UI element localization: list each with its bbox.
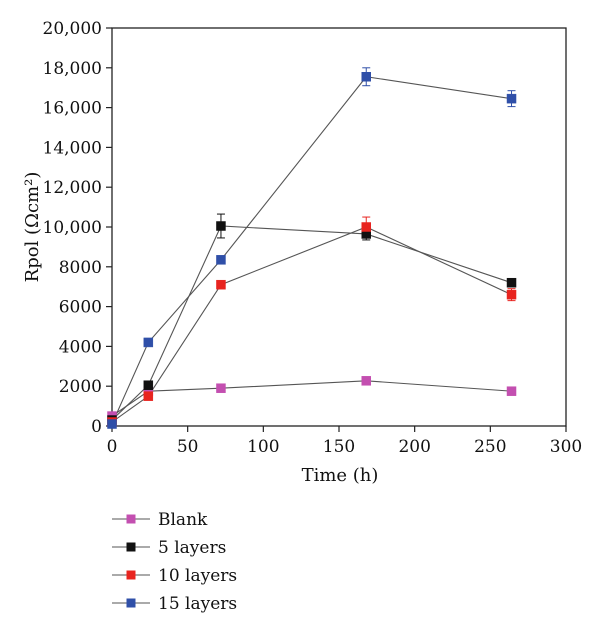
y-tick-label: 6000 <box>59 298 102 318</box>
x-axis-label: Time (h) <box>302 465 379 486</box>
y-tick-label: 0 <box>91 417 102 437</box>
y-tick-label: 2000 <box>59 377 102 397</box>
y-tick-label: 4000 <box>59 337 102 357</box>
data-point-blank <box>361 376 371 386</box>
data-points <box>107 72 517 429</box>
data-point-10-layers <box>216 279 226 290</box>
data-point-5-layers <box>143 380 154 390</box>
legend-label: Blank <box>158 510 208 530</box>
data-point-10-layers <box>143 391 154 401</box>
x-tick-label: 300 <box>550 437 582 457</box>
legend-marker <box>126 514 136 524</box>
data-point-15-layers <box>216 255 226 265</box>
data-point-5-layers <box>506 277 517 288</box>
data-point-10-layers <box>361 222 371 232</box>
data-point-blank <box>506 386 517 396</box>
x-tick-label: 200 <box>398 437 430 457</box>
data-point-15-layers <box>506 93 517 104</box>
y-axis-label: Rpol (Ωcm²) <box>22 172 43 283</box>
data-point-blank <box>216 383 226 393</box>
x-tick-label: 150 <box>323 437 355 457</box>
series-lines <box>111 76 512 425</box>
data-point-15-layers <box>361 72 371 82</box>
y-tick-label: 12,000 <box>43 178 102 198</box>
series-line-10-layers <box>111 226 512 423</box>
legend-label: 5 layers <box>158 538 226 558</box>
legend: Blank 5 layers 10 layers 15 layers <box>112 510 237 614</box>
plot-frame <box>111 27 567 427</box>
legend-label: 15 layers <box>158 594 237 614</box>
y-tick-label: 20,000 <box>43 19 102 39</box>
legend-marker <box>126 570 136 580</box>
series-line-15-layers <box>111 76 512 425</box>
series-line-blank <box>111 380 512 417</box>
data-point-15-layers <box>107 419 117 429</box>
error-bars <box>216 67 516 302</box>
x-tick-label: 0 <box>107 437 118 457</box>
y-tick-label: 18,000 <box>43 59 102 79</box>
series-line-5-layers <box>111 225 512 421</box>
data-point-10-layers <box>506 289 517 300</box>
y-tick-label: 14,000 <box>43 138 102 158</box>
legend-label: 10 layers <box>158 566 237 586</box>
y-tick-label: 16,000 <box>43 99 102 119</box>
y-tick-label: 10,000 <box>43 218 102 238</box>
data-point-15-layers <box>143 337 154 348</box>
x-tick-label: 50 <box>177 437 199 457</box>
y-tick-label: 8000 <box>59 258 102 278</box>
legend-marker <box>126 598 136 608</box>
axes: 0 50 100 150 200 250 300 0 2000 4000 6000 8000 10,00… <box>43 19 583 457</box>
legend-marker <box>126 542 136 552</box>
x-tick-label: 100 <box>247 437 279 457</box>
x-tick-label: 250 <box>474 437 506 457</box>
data-point-5-layers <box>216 221 226 231</box>
